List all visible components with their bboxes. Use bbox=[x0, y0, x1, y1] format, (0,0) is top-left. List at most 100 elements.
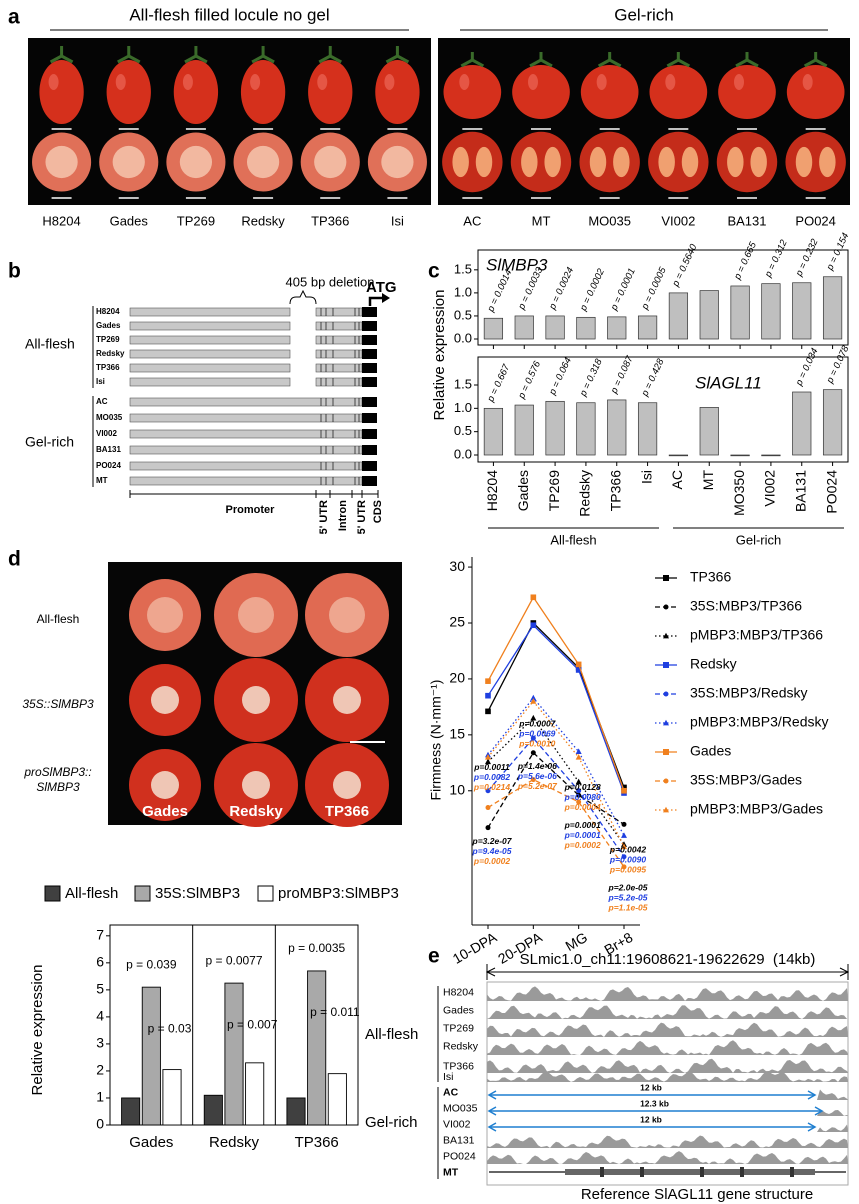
group-label: All-flesh bbox=[550, 532, 596, 547]
gene-body bbox=[565, 1169, 815, 1175]
bar bbox=[822, 276, 843, 340]
coverage bbox=[487, 1005, 848, 1019]
p-value: p=1.1e-05 bbox=[608, 903, 648, 913]
cds-box bbox=[362, 349, 377, 359]
group-label: Gel-rich bbox=[365, 1114, 418, 1131]
legend-marker bbox=[663, 604, 669, 610]
p-value: p=0.0042 bbox=[609, 845, 646, 855]
deletion-size: 12 kb bbox=[640, 1082, 662, 1092]
y-tick-label: 3 bbox=[96, 1035, 104, 1051]
coverage bbox=[487, 986, 848, 1001]
series-line bbox=[487, 696, 625, 836]
p-value: p = 0.007 bbox=[227, 1017, 278, 1031]
legend-marker bbox=[663, 749, 669, 755]
legend-label: Gades bbox=[690, 743, 731, 759]
legend-marker bbox=[663, 778, 669, 784]
locule-gel bbox=[727, 146, 744, 178]
track-label: AC bbox=[443, 1086, 459, 1098]
region-label: 5' UTR bbox=[318, 500, 330, 534]
sample-label: MO035 bbox=[588, 213, 631, 228]
track-label: MO035 bbox=[443, 1102, 478, 1114]
marker bbox=[485, 825, 491, 831]
fruit-highlight bbox=[48, 74, 59, 90]
row-label: 35S::SlMBP3 bbox=[22, 697, 94, 711]
marker bbox=[621, 864, 627, 870]
p-value: p = 0.03 bbox=[148, 1021, 192, 1035]
bar bbox=[545, 315, 565, 340]
p-value: p=5.2e-07 bbox=[517, 781, 558, 791]
promoter-bar bbox=[129, 445, 363, 455]
y-tick-label: 25 bbox=[449, 614, 465, 630]
y-tick-label: 0.5 bbox=[454, 423, 472, 438]
series-line bbox=[487, 737, 625, 858]
p-value: p = 0.232 bbox=[793, 237, 821, 279]
legend-swatch bbox=[257, 885, 274, 902]
bar bbox=[730, 454, 750, 457]
p-value: p=0.0069 bbox=[518, 728, 555, 738]
calyx bbox=[597, 52, 622, 68]
p-value: p=3.2e-07 bbox=[472, 836, 513, 846]
fruit-core bbox=[238, 597, 274, 633]
fruit bbox=[512, 65, 570, 119]
locule-gel bbox=[681, 146, 699, 178]
bar bbox=[576, 402, 596, 456]
marker bbox=[575, 667, 582, 673]
bar bbox=[327, 1073, 347, 1126]
line-label: MO035 bbox=[96, 413, 123, 422]
fruit bbox=[106, 60, 151, 124]
cds-box bbox=[362, 429, 377, 439]
start-arrowhead bbox=[382, 293, 390, 303]
bar bbox=[483, 407, 504, 456]
y-tick-label: 30 bbox=[449, 558, 465, 574]
region-label: 5' UTR bbox=[356, 500, 368, 534]
track-label: MT bbox=[443, 1166, 459, 1178]
x-tick-label: Redsky bbox=[577, 470, 593, 517]
p-value: p = 0.064 bbox=[547, 356, 574, 398]
legend-label: TP366 bbox=[690, 569, 731, 585]
sample-label: VI002 bbox=[661, 213, 695, 228]
y-axis-label: Relative expression bbox=[29, 965, 46, 1096]
p-value: p = 0.0024 bbox=[547, 266, 576, 312]
fruit-core bbox=[329, 597, 365, 633]
bar bbox=[699, 407, 719, 456]
p-value: p=0.0011 bbox=[473, 762, 510, 772]
locule-gel bbox=[750, 146, 767, 178]
bar bbox=[203, 1094, 223, 1126]
locule-gel bbox=[475, 146, 493, 178]
legend-label: 35S:MBP3/Gades bbox=[690, 772, 802, 788]
fruit-highlight bbox=[317, 74, 328, 90]
bar bbox=[761, 283, 781, 340]
cds-box bbox=[362, 321, 377, 331]
legend-label: Redsky bbox=[690, 656, 737, 672]
bar bbox=[162, 1069, 182, 1126]
locule-gel bbox=[544, 146, 561, 178]
track-frame bbox=[486, 981, 849, 1186]
promoter-bar bbox=[129, 461, 363, 471]
marker bbox=[530, 594, 537, 601]
track-label: Isi bbox=[443, 1071, 454, 1083]
sample-label: H8204 bbox=[42, 213, 80, 228]
coverage bbox=[487, 1124, 848, 1132]
marker bbox=[575, 661, 582, 668]
exon bbox=[640, 1167, 644, 1177]
calyx bbox=[251, 46, 275, 64]
fruit-core bbox=[151, 771, 179, 799]
series-line bbox=[487, 596, 625, 791]
fruit-core bbox=[333, 686, 361, 714]
group-title: All-flesh filled locule no gel bbox=[129, 5, 329, 24]
fruit-highlight bbox=[459, 74, 470, 90]
caption: Reference SlAGL11 gene structure bbox=[581, 1186, 813, 1203]
deletion-size: 12 kb bbox=[640, 1114, 662, 1124]
x-tick-label: TP366 bbox=[607, 470, 623, 511]
fruit-core bbox=[45, 145, 78, 179]
fruit-core bbox=[147, 597, 183, 633]
legend-label: All-flesh bbox=[65, 885, 118, 902]
y-tick-label: 0.5 bbox=[454, 307, 472, 322]
deletion-arrowheads bbox=[487, 1090, 817, 1100]
fruit bbox=[308, 60, 353, 124]
coverage bbox=[487, 1040, 848, 1055]
row-label: All-flesh bbox=[37, 612, 80, 626]
fruit-highlight bbox=[802, 74, 813, 90]
region-label: Intron bbox=[337, 500, 349, 531]
